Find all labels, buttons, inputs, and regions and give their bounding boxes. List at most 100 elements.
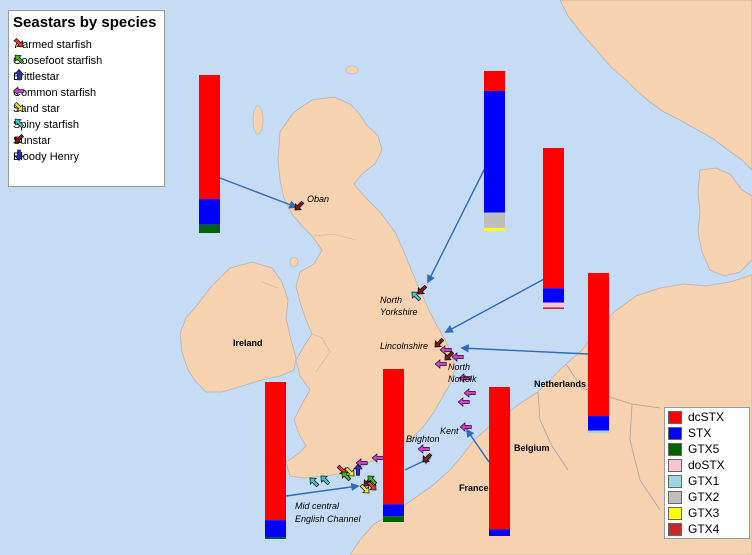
- toxin-legend-label: GTX3: [688, 506, 720, 520]
- bar-segment-dcstx: [199, 75, 220, 200]
- continental-europe-landmass: [349, 274, 752, 555]
- label-oban: Oban: [307, 194, 330, 204]
- label-mid-channel: Mid central English Channel: [295, 501, 361, 524]
- pointer-line-north-yorkshire: [427, 157, 491, 284]
- species-legend-label: 7 armed starfish: [13, 38, 92, 51]
- toxin-swatch: [668, 458, 682, 472]
- bar-segment-dcstx: [265, 382, 286, 521]
- toxin-legend-label: GTX1: [688, 474, 720, 488]
- bar-segment-stx: [383, 504, 404, 517]
- toxin-swatch: [668, 506, 682, 520]
- bar-segment-dcstx: [484, 71, 505, 91]
- toxin-legend-label: GTX2: [688, 490, 720, 504]
- isle-of-man: [289, 256, 299, 268]
- toxin-legend-label: GTX5: [688, 442, 720, 456]
- toxin-legend-item: GTX1: [668, 473, 719, 489]
- toxin-swatch: [668, 410, 682, 424]
- label-kent: Kent: [440, 426, 459, 436]
- arrow-down-icon: [14, 149, 24, 161]
- toxin-legend-item: GTX3: [668, 505, 719, 521]
- species-legend-item: Sand star: [13, 101, 60, 116]
- toxin-swatch: [668, 522, 682, 536]
- seastar-marker: [366, 480, 377, 491]
- species-legend-label: Goosefoot starfish: [13, 54, 103, 67]
- seastar-marker: [417, 444, 430, 454]
- toxin-swatch: [668, 474, 682, 488]
- label-north-norfolk: North Norfolk: [448, 362, 477, 384]
- toxin-legend-label: GTX4: [688, 522, 720, 536]
- label-brighton: Brighton: [406, 434, 440, 444]
- arrow-left-icon: [13, 86, 25, 96]
- arrow-up-icon: [14, 69, 24, 81]
- label-netherlands: Netherlands: [534, 379, 587, 389]
- species-legend-label: Bloody Henry: [13, 150, 80, 163]
- toxin-bar-brighton: [383, 369, 404, 522]
- seastar-marker: [359, 483, 370, 494]
- arrow-down-right-icon: [13, 37, 24, 48]
- seastar-marker: [294, 200, 305, 211]
- label-north-yorkshire: North Yorkshire: [380, 295, 418, 317]
- seastar-marker: [422, 452, 433, 463]
- arrow-up-left-icon: [14, 54, 25, 65]
- bar-segment-stx: [489, 529, 510, 536]
- label-ireland: Ireland: [233, 338, 263, 348]
- label-belgium: Belgium: [514, 443, 550, 453]
- toxin-legend-item: STX: [668, 425, 711, 441]
- seastar-marker: [353, 463, 363, 476]
- label-france: France: [459, 483, 489, 493]
- bar-segment-dcstx: [543, 148, 564, 289]
- denmark-landmass: [697, 167, 752, 277]
- toxin-bar-oban: [199, 75, 220, 233]
- seastar-marker: [459, 422, 472, 432]
- ireland-landmass: [179, 261, 297, 393]
- seastar-marker: [320, 475, 331, 486]
- toxin-bar-north-norfolk: [588, 273, 609, 433]
- bar-segment-dcstx: [383, 369, 404, 505]
- seastar-marker: [417, 284, 428, 295]
- bar-segment-stx: [588, 416, 609, 431]
- arrow-down-right-icon: [13, 101, 24, 112]
- species-legend-label: Sand star: [13, 102, 61, 115]
- species-legend-label: Common starfish: [13, 86, 97, 99]
- seastar-marker: [434, 337, 445, 348]
- toxin-legend-label: dcSTX: [688, 410, 725, 424]
- species-legend-item: 7 armed starfish: [13, 37, 92, 52]
- toxin-legend-label: doSTX: [688, 458, 725, 472]
- seastar-marker: [458, 373, 471, 383]
- species-legend-title: Seastars by species: [13, 14, 157, 31]
- species-legend-label: Spiny starfish: [13, 118, 80, 131]
- bar-segment-dcstx: [489, 387, 510, 530]
- seastar-marker: [463, 388, 476, 398]
- bar-segment-gtx5: [265, 537, 286, 539]
- seastar-marker: [367, 475, 378, 486]
- seastar-marker: [451, 352, 464, 362]
- toxin-bar-lincolnshire: [543, 148, 564, 309]
- pointer-line-lincolnshire: [444, 277, 547, 333]
- pointer-line-north-norfolk: [460, 344, 589, 355]
- seastar-marker: [341, 471, 352, 482]
- pointer-line-oban: [219, 177, 298, 209]
- seastar-marker: [457, 397, 470, 407]
- species-legend-item: Goosefoot starfish: [13, 53, 102, 68]
- bar-segment-stx: [484, 91, 505, 213]
- seastar-marker: [434, 359, 447, 369]
- pointer-line-kent: [466, 428, 490, 463]
- toxin-legend-item: dcSTX: [668, 409, 724, 425]
- species-legend-item: Sunstar: [13, 133, 51, 148]
- outer-hebrides-island: [252, 105, 264, 135]
- seastar-marker: [344, 466, 355, 477]
- toxin-legend: dcSTX STX GTX5 doSTX GTX1 GTX2 GTX3 GTX4: [664, 407, 750, 539]
- species-legend-item: Brittlestar: [13, 69, 59, 84]
- toxin-bar-kent: [489, 387, 510, 536]
- bar-segment-gtx5: [383, 516, 404, 522]
- toxin-legend-item: GTX4: [668, 521, 719, 537]
- species-legend-item: Bloody Henry: [13, 149, 79, 164]
- toxin-swatch: [668, 442, 682, 456]
- orkney-island: [345, 65, 359, 75]
- bar-segment-gtx4: [543, 307, 564, 309]
- toxin-legend-label: STX: [688, 426, 712, 440]
- toxin-swatch: [668, 490, 682, 504]
- species-legend-item: Common starfish: [13, 85, 96, 100]
